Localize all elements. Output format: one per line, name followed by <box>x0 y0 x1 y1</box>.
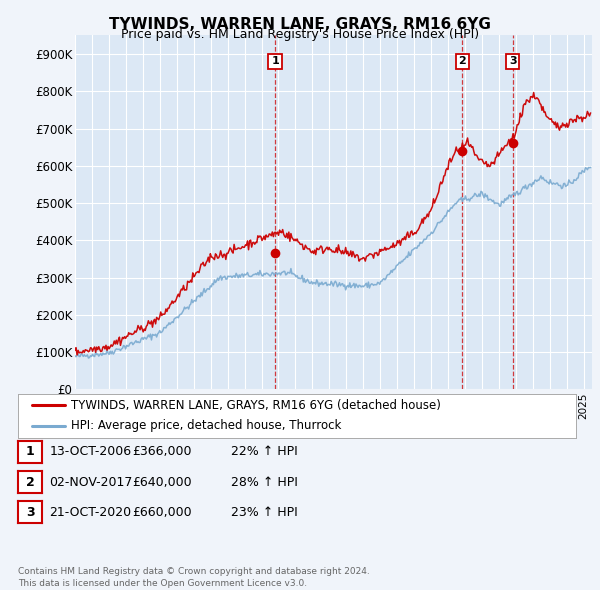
Text: 13-OCT-2006: 13-OCT-2006 <box>49 445 131 458</box>
Text: Price paid vs. HM Land Registry's House Price Index (HPI): Price paid vs. HM Land Registry's House … <box>121 28 479 41</box>
Text: 1: 1 <box>26 445 34 458</box>
Text: £660,000: £660,000 <box>132 506 191 519</box>
Text: TYWINDS, WARREN LANE, GRAYS, RM16 6YG: TYWINDS, WARREN LANE, GRAYS, RM16 6YG <box>109 17 491 31</box>
Text: 28% ↑ HPI: 28% ↑ HPI <box>231 476 298 489</box>
Text: 02-NOV-2017: 02-NOV-2017 <box>49 476 133 489</box>
Text: 2: 2 <box>458 57 466 67</box>
Text: TYWINDS, WARREN LANE, GRAYS, RM16 6YG (detached house): TYWINDS, WARREN LANE, GRAYS, RM16 6YG (d… <box>71 399 441 412</box>
Text: 2: 2 <box>26 476 34 489</box>
Text: 1: 1 <box>271 57 279 67</box>
Text: HPI: Average price, detached house, Thurrock: HPI: Average price, detached house, Thur… <box>71 419 341 432</box>
Text: 22% ↑ HPI: 22% ↑ HPI <box>231 445 298 458</box>
Text: £640,000: £640,000 <box>132 476 191 489</box>
Text: £366,000: £366,000 <box>132 445 191 458</box>
Text: 21-OCT-2020: 21-OCT-2020 <box>49 506 131 519</box>
Text: 3: 3 <box>509 57 517 67</box>
Text: Contains HM Land Registry data © Crown copyright and database right 2024.
This d: Contains HM Land Registry data © Crown c… <box>18 568 370 588</box>
Text: 3: 3 <box>26 506 34 519</box>
Text: 23% ↑ HPI: 23% ↑ HPI <box>231 506 298 519</box>
